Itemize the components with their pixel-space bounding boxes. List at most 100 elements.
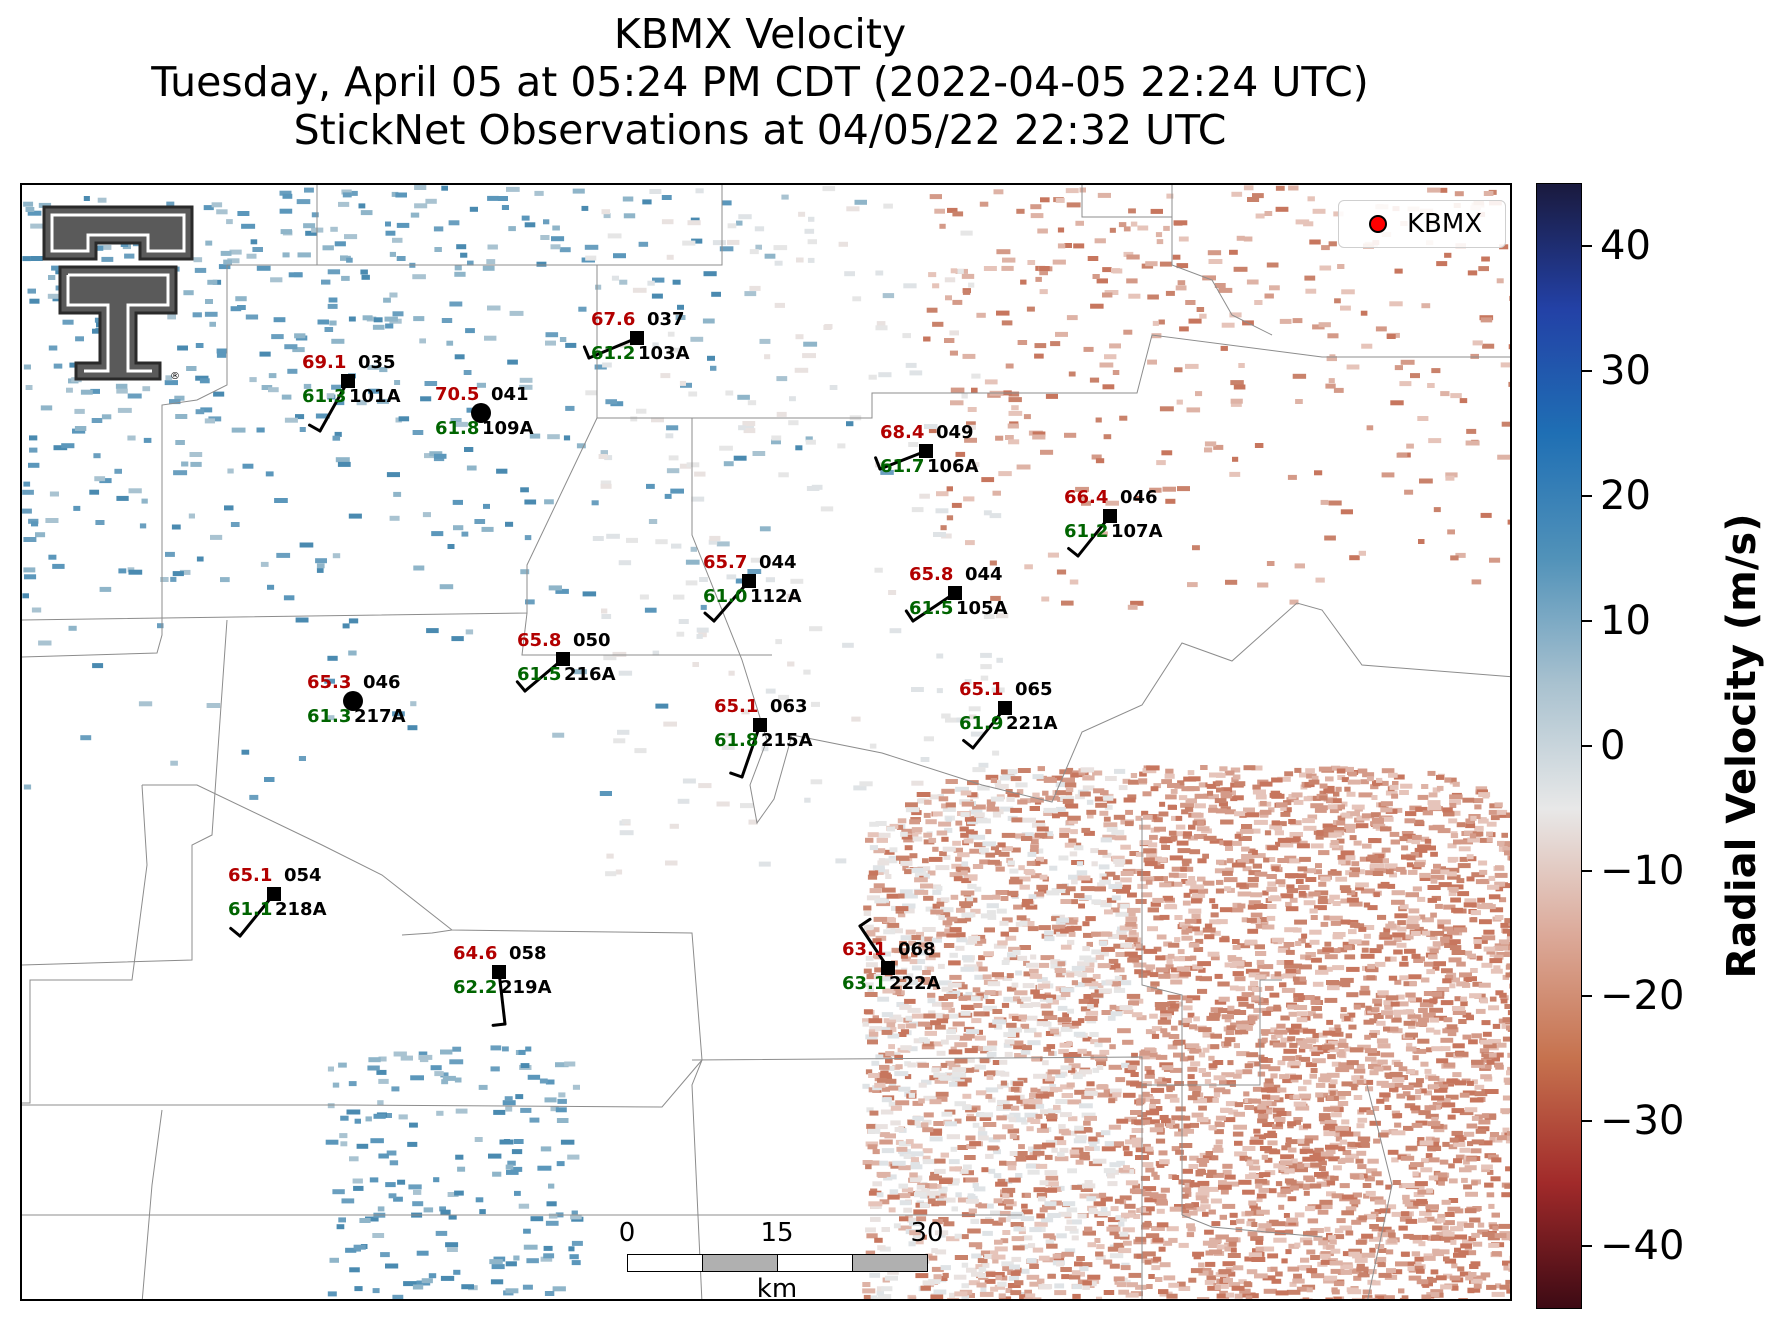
velocity-gate bbox=[1128, 208, 1136, 214]
velocity-gate bbox=[1431, 1095, 1445, 1101]
velocity-gate bbox=[1034, 891, 1045, 897]
velocity-gate bbox=[1304, 1135, 1319, 1141]
velocity-gate bbox=[1113, 987, 1126, 993]
velocity-gate bbox=[1004, 1204, 1013, 1210]
velocity-gate bbox=[1293, 979, 1307, 985]
velocity-gate bbox=[1259, 812, 1269, 818]
velocity-gate bbox=[955, 856, 962, 862]
velocity-gate bbox=[1248, 1200, 1257, 1206]
velocity-gate bbox=[476, 382, 486, 388]
velocity-gate bbox=[1422, 930, 1433, 936]
velocity-gate bbox=[932, 283, 940, 289]
velocity-gate bbox=[1216, 879, 1224, 885]
velocity-gate bbox=[1432, 1102, 1443, 1107]
velocity-gate bbox=[1431, 1116, 1439, 1122]
velocity-gate bbox=[1236, 1051, 1250, 1057]
velocity-gate bbox=[452, 499, 463, 505]
velocity-gate bbox=[1055, 331, 1068, 337]
velocity-gate bbox=[1327, 985, 1340, 991]
velocity-gate bbox=[507, 359, 518, 365]
velocity-gate bbox=[1198, 1270, 1209, 1276]
velocity-gate bbox=[1333, 804, 1345, 810]
velocity-gate bbox=[1254, 1108, 1267, 1114]
velocity-gate bbox=[1234, 1102, 1244, 1108]
velocity-gate bbox=[1042, 1142, 1056, 1148]
velocity-gate bbox=[241, 749, 250, 755]
velocity-gate bbox=[1185, 1203, 1194, 1209]
velocity-gate bbox=[297, 252, 311, 258]
velocity-gate bbox=[1032, 792, 1040, 798]
velocity-gate bbox=[1303, 1240, 1313, 1246]
velocity-gate bbox=[1145, 1052, 1158, 1058]
velocity-gate bbox=[1027, 260, 1036, 265]
velocity-gate bbox=[1090, 1281, 1097, 1287]
velocity-gate bbox=[1424, 838, 1432, 844]
velocity-gate bbox=[1431, 1123, 1444, 1129]
velocity-gate bbox=[1380, 1052, 1395, 1058]
velocity-gate bbox=[1461, 1300, 1474, 1301]
velocity-gate bbox=[975, 934, 986, 940]
velocity-gate bbox=[1312, 1058, 1326, 1064]
velocity-gate bbox=[1442, 933, 1453, 939]
velocity-gate bbox=[1045, 1175, 1059, 1181]
velocity-gate bbox=[1174, 1081, 1184, 1086]
velocity-gate bbox=[1489, 996, 1497, 1002]
velocity-gate bbox=[508, 226, 516, 232]
velocity-gate bbox=[1187, 1081, 1197, 1087]
velocity-gate bbox=[968, 936, 981, 941]
velocity-gate bbox=[1036, 856, 1044, 862]
velocity-gate bbox=[1405, 1145, 1418, 1151]
velocity-gate bbox=[598, 454, 608, 459]
velocity-gate bbox=[1256, 1173, 1264, 1179]
velocity-gate bbox=[23, 364, 31, 370]
velocity-gate bbox=[1481, 962, 1493, 968]
velocity-gate bbox=[1374, 868, 1388, 874]
velocity-gate bbox=[61, 443, 75, 449]
velocity-gate bbox=[1327, 870, 1342, 876]
velocity-gate bbox=[1244, 1105, 1254, 1110]
velocity-gate bbox=[1318, 881, 1327, 887]
velocity-gate bbox=[931, 1266, 944, 1272]
velocity-gate bbox=[1469, 1264, 1479, 1269]
velocity-gate bbox=[940, 1039, 949, 1045]
velocity-gate bbox=[1458, 1298, 1468, 1299]
velocity-gate bbox=[1361, 813, 1375, 819]
velocity-gate bbox=[1095, 458, 1105, 464]
map-panel[interactable]: ® KBMX 0 15 30 km 69.1 035 61.3 101A 70.5 041… bbox=[20, 183, 1512, 1301]
velocity-gate bbox=[1287, 1121, 1297, 1127]
velocity-gate bbox=[1374, 1258, 1383, 1264]
velocity-gate bbox=[1422, 1012, 1436, 1018]
velocity-gate bbox=[1068, 371, 1076, 377]
velocity-gate bbox=[1362, 1183, 1372, 1188]
velocity-gate bbox=[1429, 1007, 1443, 1013]
velocity-gate bbox=[1211, 1221, 1221, 1227]
velocity-gate bbox=[1512, 1123, 1513, 1128]
velocity-gate bbox=[1206, 783, 1217, 789]
velocity-gate bbox=[1349, 835, 1357, 841]
velocity-gate bbox=[1011, 982, 1019, 988]
velocity-gate bbox=[1076, 1256, 1085, 1261]
velocity-gate bbox=[1044, 1201, 1057, 1207]
velocity-gate bbox=[929, 1136, 943, 1142]
velocity-gate bbox=[960, 1010, 971, 1016]
velocity-gate bbox=[183, 290, 194, 296]
velocity-gate bbox=[771, 435, 782, 441]
velocity-gate bbox=[1367, 1158, 1379, 1164]
velocity-gate bbox=[230, 306, 242, 312]
velocity-gate bbox=[1173, 956, 1185, 962]
velocity-gate bbox=[870, 1203, 882, 1209]
velocity-gate bbox=[1237, 903, 1246, 909]
velocity-gate bbox=[622, 196, 634, 202]
velocity-gate bbox=[1285, 1229, 1294, 1235]
velocity-gate bbox=[1096, 1244, 1105, 1250]
velocity-gate bbox=[1371, 1171, 1382, 1177]
velocity-gate bbox=[1502, 1017, 1510, 1023]
velocity-gate bbox=[1194, 803, 1206, 809]
velocity-gate bbox=[748, 819, 758, 825]
velocity-gate bbox=[1463, 1222, 1474, 1228]
velocity-gate bbox=[356, 400, 367, 406]
velocity-gate bbox=[1319, 1166, 1326, 1171]
velocity-gate bbox=[1195, 938, 1204, 944]
velocity-gate bbox=[1231, 1285, 1245, 1291]
velocity-gate bbox=[944, 277, 956, 283]
